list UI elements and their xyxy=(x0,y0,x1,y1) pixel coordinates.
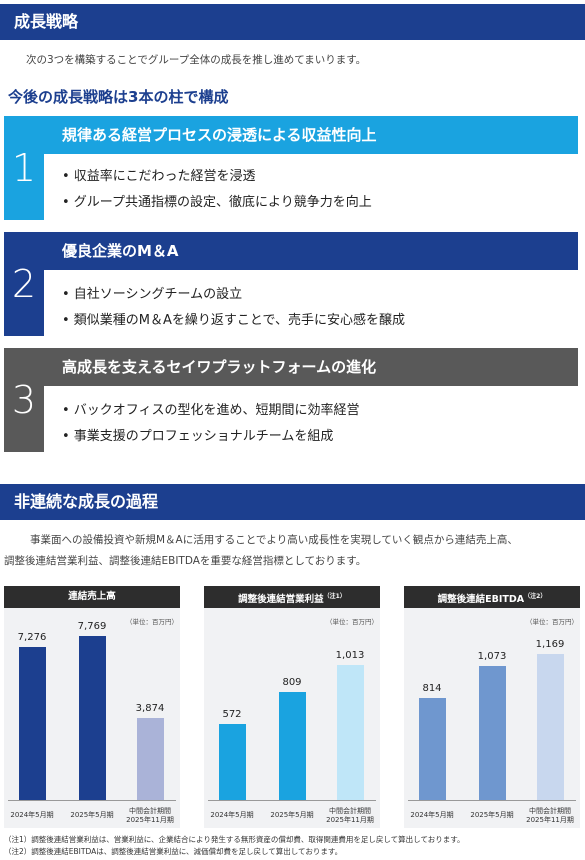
bar-value-label: 572 xyxy=(222,708,242,720)
chart-unit: （単位：百万円） xyxy=(326,618,378,626)
bar xyxy=(278,692,306,800)
section-header-growth-process: 非連続な成長の過程 xyxy=(0,484,585,520)
bar xyxy=(18,646,46,800)
bar-value-label: 3,874 xyxy=(135,703,165,715)
x-tick-label-line: 中間会計期間 xyxy=(529,807,571,815)
chart-baseline xyxy=(408,800,576,801)
intro-text-line: 調整後連結営業利益、調整後連結EBITDAを重要な経営指標としております。 xyxy=(4,555,367,567)
pillar-number: 2 xyxy=(11,262,37,306)
x-tick-label: 2024年5月期 xyxy=(200,811,264,820)
chart-unit: （単位：百万円） xyxy=(526,618,578,626)
pillar-number: 1 xyxy=(11,146,37,190)
bar-value-label: 1,073 xyxy=(477,650,507,662)
bar xyxy=(218,723,246,800)
pillar-number: 3 xyxy=(11,378,37,422)
bar xyxy=(336,664,364,800)
x-tick-label: 2024年5月期 xyxy=(0,811,64,820)
section-title: 非連続な成長の過程 xyxy=(14,492,159,511)
chart-unit: （単位：百万円） xyxy=(126,618,178,626)
x-tick-label: 中間会計期間 2025年11月期 xyxy=(518,807,582,825)
bar-value-label: 7,769 xyxy=(77,621,107,633)
pillar-title: 規律ある経営プロセスの浸透による収益性向上 xyxy=(62,126,377,144)
x-tick-label: 2025年5月期 xyxy=(60,811,124,820)
x-tick-label: 2024年5月期 xyxy=(400,811,464,820)
chart-title: 連結売上高 xyxy=(4,586,180,608)
pillar-title: 高成長を支えるセイワプラットフォームの進化 xyxy=(62,358,377,376)
pillar-3: 3 高成長を支えるセイワプラットフォームの進化 • バックオフィスの型化を進め、… xyxy=(4,348,578,452)
bar-value-label: 1,169 xyxy=(535,638,565,650)
x-tick-label-line: 2025年11月期 xyxy=(326,816,374,824)
pillar-bullet: • 事業支援のプロフェッショナルチームを組成 xyxy=(62,429,334,444)
bar xyxy=(136,718,164,800)
x-tick-label-line: 中間会計期間 xyxy=(329,807,371,815)
x-tick-label-line: 2025年5月期 xyxy=(70,811,114,819)
footnote: （注1）調整後連結営業利益は、営業利益に、企業結合により発生する無形資産の償却費… xyxy=(4,835,465,844)
pillars-subtitle: 今後の成長戦略は3本の柱で構成 xyxy=(8,88,229,106)
x-tick-label-line: 2024年5月期 xyxy=(210,811,254,819)
footnote: （注2）調整後連結EBITDAは、調整後連結営業利益に、減価償却費を足し戻して算… xyxy=(4,847,343,856)
chart-baseline xyxy=(208,800,376,801)
pillar-1: 1 規律ある経営プロセスの浸透による収益性向上 • 収益率にこだわった経営を浸透… xyxy=(4,116,578,220)
x-tick-label: 中間会計期間 2025年11月期 xyxy=(118,807,182,825)
pillar-title-band xyxy=(44,232,578,270)
x-tick-label: 2025年5月期 xyxy=(260,811,324,820)
pillar-title-band xyxy=(44,116,578,154)
bar xyxy=(478,665,506,800)
bar xyxy=(536,653,564,800)
pillar-bullet: • 類似業種のM＆Aを繰り返すことで、売手に安心感を醸成 xyxy=(62,313,406,328)
pillar-bullet: • グループ共通指標の設定、徹底により競争力を向上 xyxy=(62,195,372,210)
pillar-bullet: • バックオフィスの型化を進め、短期間に効率経営 xyxy=(62,403,360,418)
bar-value-label: 814 xyxy=(422,683,442,695)
x-tick-label-line: 2024年5月期 xyxy=(10,811,54,819)
x-tick-label-line: 2024年5月期 xyxy=(410,811,454,819)
pillar-number-block xyxy=(4,348,44,452)
chart-title-note: （注2） xyxy=(524,593,547,600)
chart-title: 調整後連結営業利益（注1） xyxy=(204,586,380,608)
section-header-growth-strategy: 成長戦略 xyxy=(0,4,585,40)
pillar-bullet: • 収益率にこだわった経営を浸透 xyxy=(62,169,256,184)
x-tick-label-line: 2025年11月期 xyxy=(126,816,174,824)
chart-title: 調整後連結EBITDA（注2） xyxy=(404,586,580,608)
pillar-number-block xyxy=(4,116,44,220)
x-tick-label: 2025年5月期 xyxy=(460,811,524,820)
bar-value-label: 7,276 xyxy=(17,631,47,643)
chart-baseline xyxy=(8,800,176,801)
x-tick-label-line: 2025年5月期 xyxy=(470,811,514,819)
bar xyxy=(418,698,446,800)
bar-value-label: 809 xyxy=(282,677,302,689)
pillar-2: 2 優良企業のM＆A • 自社ソーシングチームの設立 • 類似業種のM＆Aを繰り… xyxy=(4,232,578,336)
intro-text: 次の3つを構築することでグループ全体の成長を推し進めてまいります。 xyxy=(26,54,367,66)
bar-value-label: 1,013 xyxy=(335,649,365,661)
chart-title-note: （注1） xyxy=(323,593,346,600)
x-tick-label-line: 中間会計期間 xyxy=(129,807,171,815)
intro-text-line: 事業面への設備投資や新規M＆Aに活用することでより高い成長性を実現していく観点か… xyxy=(30,534,518,546)
bar xyxy=(78,636,106,800)
section-title: 成長戦略 xyxy=(14,12,79,31)
x-tick-label-line: 2025年5月期 xyxy=(270,811,314,819)
x-tick-label-line: 2025年11月期 xyxy=(526,816,574,824)
pillar-title-band xyxy=(44,348,578,386)
pillar-title: 優良企業のM＆A xyxy=(62,242,179,260)
x-tick-label: 中間会計期間 2025年11月期 xyxy=(318,807,382,825)
pillar-number-block xyxy=(4,232,44,336)
pillar-bullet: • 自社ソーシングチームの設立 xyxy=(62,287,243,302)
